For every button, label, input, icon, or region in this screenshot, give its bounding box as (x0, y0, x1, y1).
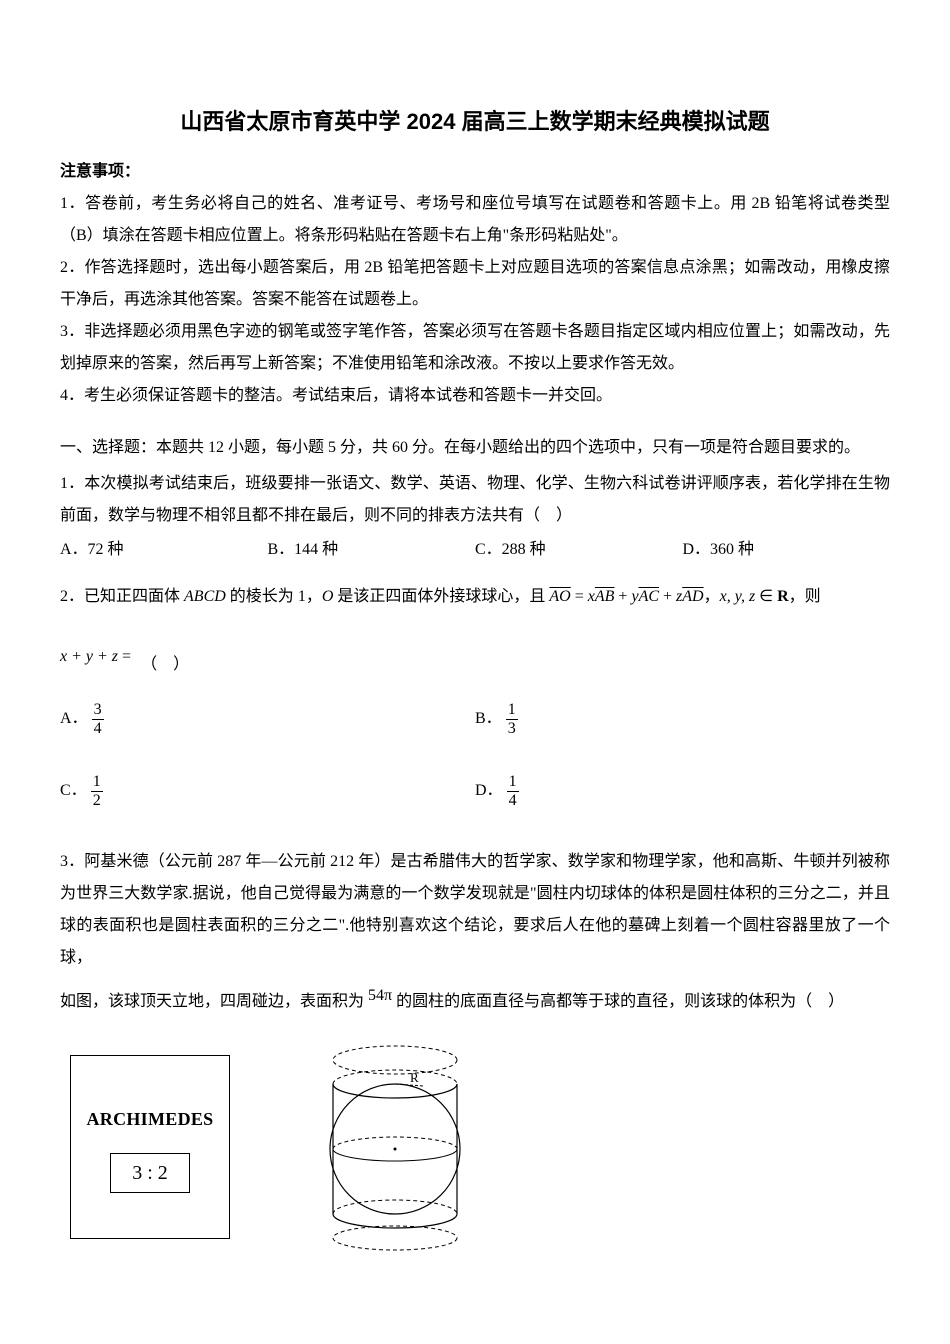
opt-label: B． (475, 710, 502, 727)
opt-label: A． (60, 710, 88, 727)
q2-x: x (588, 588, 595, 605)
q3-value: 54π (368, 987, 392, 1004)
notice-item-4: 4．考生必须保证答题卡的整洁。考试结束后，请将本试卷和答题卡一并交回。 (60, 380, 890, 412)
q2-text: ， (704, 588, 720, 605)
q2-abcd: ABCD (184, 588, 230, 605)
numerator: 1 (507, 773, 519, 792)
q2-text: 2．已知正四面体 (60, 588, 184, 605)
denominator: 4 (507, 792, 519, 810)
q2-in: ∈ (755, 588, 777, 605)
q2-plus: + (659, 588, 676, 605)
q2-y: y (631, 588, 638, 605)
fraction-icon: 34 (92, 701, 104, 737)
option-d: D． 14 (475, 773, 890, 809)
fraction-icon: 14 (507, 773, 519, 809)
option-d: D．360 种 (683, 532, 891, 567)
option-b: B．144 种 (268, 532, 476, 567)
option-b: B． 13 (475, 701, 890, 737)
q3-text: 的圆柱的底面直径与高都等于球的直径，则该球的体积为（ ） (392, 993, 844, 1010)
q2-ac: AC (639, 588, 659, 605)
option-c: C． 12 (60, 773, 475, 809)
q2-sum-line: x + y + z = （ ） (60, 641, 890, 681)
notice-item-1: 1．答卷前，考生务必将自己的姓名、准考证号、考场号和座位号填写在试题卷和答题卡上… (60, 188, 890, 252)
question-3-line2: 如图，该球顶天立地，四周碰边，表面积为 54π 的圆柱的底面直径与高都等于球的直… (60, 986, 890, 1018)
question-3: 3．阿基米德（公元前 287 年—公元前 212 年）是古希腊伟大的哲学家、数学… (60, 846, 890, 974)
denominator: 2 (91, 792, 103, 810)
q2-ao: AO (549, 588, 570, 605)
option-c: C．288 种 (475, 532, 683, 567)
denominator: 4 (92, 720, 104, 738)
figures-row: ARCHIMEDES 3 : 2 R (70, 1042, 890, 1252)
option-a: A．72 种 (60, 532, 268, 567)
q2-text: 是该正四面体外接球球心，且 (333, 588, 549, 605)
q2-plus: + (614, 588, 631, 605)
q2-sum-lhs: x + y + z (60, 648, 118, 665)
radius-label: R (410, 1070, 419, 1085)
q3-text: 如图，该球顶天立地，四周碰边，表面积为 (60, 993, 368, 1010)
option-a: A． 34 (60, 701, 475, 737)
denominator: 3 (506, 720, 518, 738)
page-title: 山西省太原市育英中学 2024 届高三上数学期末经典模拟试题 (60, 100, 890, 144)
numerator: 1 (91, 773, 103, 792)
q2-xyz: x, y, z (720, 588, 756, 605)
question-1: 1．本次模拟考试结束后，班级要排一张语文、数学、英语、物理、化学、生物六科试卷讲… (60, 468, 890, 532)
q2-ad: AD (682, 588, 703, 605)
q2-one: 1 (298, 588, 306, 605)
cylinder-sphere-icon: R (310, 1042, 480, 1252)
q2-R: R (777, 588, 789, 605)
fraction-icon: 13 (506, 701, 518, 737)
q2-paren: （ ） (141, 656, 189, 673)
q2-text: ，则 (789, 588, 821, 605)
question-1-options: A．72 种 B．144 种 C．288 种 D．360 种 (60, 532, 890, 567)
q2-text: ， (306, 588, 322, 605)
opt-label: C． (60, 782, 87, 799)
numerator: 1 (506, 701, 518, 720)
numerator: 3 (92, 701, 104, 720)
question-2: 2．已知正四面体 ABCD 的棱长为 1，O 是该正四面体外接球球心，且 AO … (60, 581, 890, 613)
opt-label: D． (475, 782, 503, 799)
question-2-options: A． 34 B． 13 C． 12 D． 14 (60, 701, 890, 809)
q2-text: 的棱长为 (230, 588, 298, 605)
notice-item-2: 2．作答选择题时，选出每小题答案后，用 2B 铅笔把答题卡上对应题目选项的答案信… (60, 252, 890, 316)
archimedes-label: ARCHIMEDES (86, 1101, 213, 1137)
notice-item-3: 3．非选择题必须用黑色字迹的钢笔或签字笔作答，答案必须写在答题卡各题目指定区域内… (60, 316, 890, 380)
archimedes-box: ARCHIMEDES 3 : 2 (70, 1055, 230, 1239)
section-heading: 一、选择题：本题共 12 小题，每小题 5 分，共 60 分。在每小题给出的四个… (60, 432, 890, 464)
fraction-icon: 12 (91, 773, 103, 809)
q2-o: O (322, 588, 334, 605)
q2-ab: AB (595, 588, 615, 605)
q2-sum-eq: = (118, 648, 131, 665)
q2-eq: = (571, 588, 588, 605)
notice-label: 注意事项： (60, 156, 890, 188)
ratio-box: 3 : 2 (110, 1153, 190, 1193)
